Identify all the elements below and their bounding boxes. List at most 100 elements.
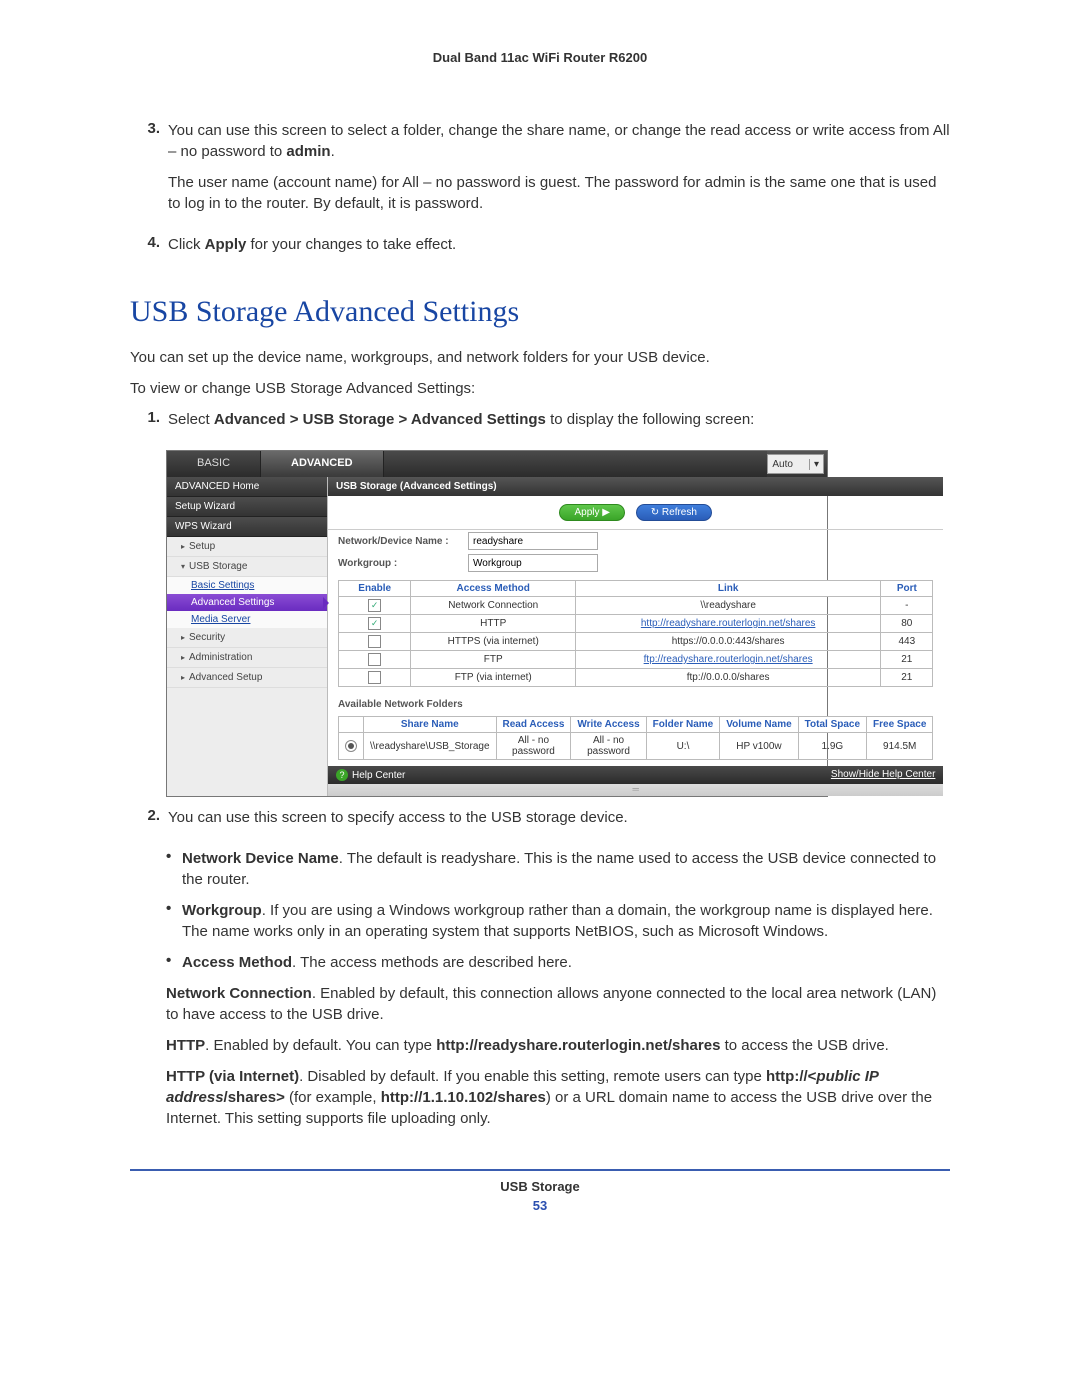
bullet-icon: •: [166, 848, 182, 890]
sidebar: ADVANCED Home Setup Wizard WPS Wizard Se…: [167, 477, 328, 796]
text-bold: http://readyshare.routerlogin.net/shares: [436, 1037, 720, 1054]
footer-rule: [130, 1169, 950, 1171]
cell-port: 21: [881, 651, 933, 669]
list-body: You can use this screen to select a fold…: [168, 120, 950, 224]
section-heading: USB Storage Advanced Settings: [130, 295, 950, 329]
text-bold: /shares>: [224, 1089, 285, 1106]
list-body: Click Apply for your changes to take eff…: [168, 234, 950, 265]
cell-port: -: [881, 597, 933, 615]
tab-spacer: [384, 451, 768, 477]
cell-port: 21: [881, 669, 933, 687]
form-row-device-name: Network/Device Name :: [328, 530, 943, 552]
text-bold: HTTP (via Internet): [166, 1068, 299, 1085]
col-enable: Enable: [339, 581, 411, 597]
sidebar-item-advanced-setup[interactable]: Advanced Setup: [167, 668, 327, 688]
tab-bar: BASIC ADVANCED Auto ▾: [167, 451, 827, 477]
folder-row[interactable]: \\readyshare\USB_Storage All - no passwo…: [339, 733, 933, 760]
list-number: 3.: [130, 120, 168, 224]
drag-handle[interactable]: ═: [328, 784, 943, 796]
paragraph: The user name (account name) for All – n…: [168, 172, 950, 214]
footer-chapter: USB Storage: [130, 1179, 950, 1194]
checkbox-icon[interactable]: [368, 599, 381, 612]
cell-method: FTP: [411, 651, 576, 669]
sub-nc: Network Connection. Enabled by default, …: [166, 983, 950, 1025]
sidebar-sub-basic-settings[interactable]: Basic Settings: [167, 577, 327, 594]
bullet-body: Network Device Name. The default is read…: [182, 848, 950, 890]
cell-method: FTP (via internet): [411, 669, 576, 687]
help-left[interactable]: ? Help Center: [336, 769, 405, 781]
step-2: 2. You can use this screen to specify ac…: [130, 807, 950, 838]
list-body: You can use this screen to specify acces…: [168, 807, 950, 838]
cell-read: All - no password: [496, 733, 571, 760]
sidebar-item-wps-wizard[interactable]: WPS Wizard: [167, 517, 327, 537]
cell-folder: U:\: [646, 733, 720, 760]
button-bar: Apply ▶ ↻ Refresh: [328, 496, 943, 530]
col-radio: [339, 717, 364, 733]
cell-link: https://0.0.0.0:443/shares: [576, 633, 881, 651]
access-row: Network Connection\\readyshare-: [339, 597, 933, 615]
text-bold: http://1.1.10.102/shares: [381, 1089, 546, 1106]
text: for your changes to take effect.: [246, 236, 456, 253]
cell-link[interactable]: ftp://readyshare.routerlogin.net/shares: [576, 651, 881, 669]
access-method-table: Enable Access Method Link Port Network C…: [338, 580, 933, 687]
paragraph: You can use this screen to specify acces…: [168, 807, 950, 828]
help-left-label: Help Center: [352, 770, 405, 781]
text: . Enabled by default. You can type: [205, 1037, 436, 1054]
panel-title: USB Storage (Advanced Settings): [328, 477, 943, 496]
language-select[interactable]: Auto ▾: [767, 454, 824, 474]
bullet-workgroup: • Workgroup. If you are using a Windows …: [166, 900, 950, 942]
text: (for example,: [285, 1089, 381, 1106]
text: Click: [168, 236, 205, 253]
sidebar-item-setup[interactable]: Setup: [167, 537, 327, 557]
text-bold: Network Connection: [166, 985, 312, 1002]
tab-basic[interactable]: BASIC: [167, 451, 261, 477]
list-item-4: 4. Click Apply for your changes to take …: [130, 234, 950, 265]
sidebar-item-usb-storage[interactable]: USB Storage: [167, 557, 327, 577]
text-bold: Network Device Name: [182, 850, 339, 867]
col-share: Share Name: [364, 717, 497, 733]
help-icon: ?: [336, 769, 348, 781]
step-1: 1. Select Advanced > USB Storage > Advan…: [130, 409, 950, 440]
cell-method: HTTPS (via internet): [411, 633, 576, 651]
bullet-body: Workgroup. If you are using a Windows wo…: [182, 900, 950, 942]
apply-button[interactable]: Apply ▶: [559, 504, 624, 521]
col-method: Access Method: [411, 581, 576, 597]
text: . If you are using a Windows workgroup r…: [182, 902, 933, 940]
cell-port: 443: [881, 633, 933, 651]
text: to access the USB drive.: [720, 1037, 888, 1054]
available-folders-label: Available Network Folders: [338, 699, 943, 710]
sidebar-item-administration[interactable]: Administration: [167, 648, 327, 668]
document-header: Dual Band 11ac WiFi Router R6200: [130, 50, 950, 65]
input-device-name[interactable]: [468, 532, 598, 550]
sidebar-sub-media-server[interactable]: Media Server: [167, 611, 327, 628]
checkbox-icon[interactable]: [368, 635, 381, 648]
sidebar-item-security[interactable]: Security: [167, 628, 327, 648]
sidebar-item-advanced-home[interactable]: ADVANCED Home: [167, 477, 327, 497]
access-row: HTTPhttp://readyshare.routerlogin.net/sh…: [339, 615, 933, 633]
cell-total: 1.9G: [798, 733, 866, 760]
help-right[interactable]: Show/Hide Help Center: [831, 769, 936, 781]
refresh-button[interactable]: ↻ Refresh: [636, 504, 712, 521]
cell-link[interactable]: http://readyshare.routerlogin.net/shares: [576, 615, 881, 633]
col-write: Write Access: [571, 717, 646, 733]
checkbox-icon[interactable]: [368, 653, 381, 666]
list-number: 4.: [130, 234, 168, 265]
radio-icon[interactable]: [345, 740, 357, 752]
checkbox-icon[interactable]: [368, 671, 381, 684]
cell-write: All - no password: [571, 733, 646, 760]
checkbox-icon[interactable]: [368, 617, 381, 630]
paragraph: You can set up the device name, workgrou…: [130, 347, 950, 368]
sidebar-item-setup-wizard[interactable]: Setup Wizard: [167, 497, 327, 517]
text-bold: Workgroup: [182, 902, 262, 919]
help-bar: ? Help Center Show/Hide Help Center: [328, 766, 943, 784]
sub-http: HTTP. Enabled by default. You can type h…: [166, 1035, 950, 1056]
sidebar-sub-advanced-settings[interactable]: Advanced Settings: [167, 594, 327, 611]
input-workgroup[interactable]: [468, 554, 598, 572]
access-row: HTTPS (via internet)https://0.0.0.0:443/…: [339, 633, 933, 651]
bullet-icon: •: [166, 952, 182, 973]
text-bold: Apply: [205, 236, 247, 253]
tab-advanced[interactable]: ADVANCED: [261, 451, 384, 477]
paragraph: To view or change USB Storage Advanced S…: [130, 378, 950, 399]
label-workgroup: Workgroup :: [338, 558, 468, 569]
access-row: FTP (via internet)ftp://0.0.0.0/shares21: [339, 669, 933, 687]
